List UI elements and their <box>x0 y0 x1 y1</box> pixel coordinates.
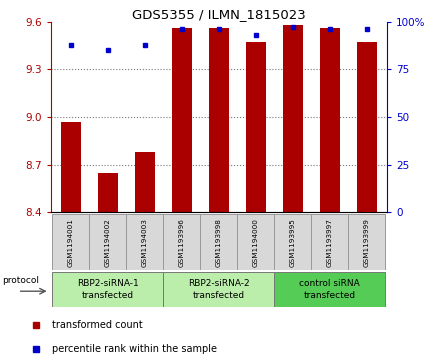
Bar <box>275 272 385 307</box>
Bar <box>348 214 385 270</box>
Text: protocol: protocol <box>3 276 40 285</box>
Bar <box>126 214 163 270</box>
Text: GSM1193997: GSM1193997 <box>327 218 333 267</box>
Text: GSM1193998: GSM1193998 <box>216 218 222 267</box>
Bar <box>209 28 229 212</box>
Bar <box>135 152 155 212</box>
Text: GSM1193995: GSM1193995 <box>290 218 296 267</box>
Bar <box>172 28 192 212</box>
Text: percentile rank within the sample: percentile rank within the sample <box>52 344 217 354</box>
Text: control siRNA
transfected: control siRNA transfected <box>300 280 360 299</box>
Text: RBP2-siRNA-2
transfected: RBP2-siRNA-2 transfected <box>188 280 250 299</box>
Text: GSM1194003: GSM1194003 <box>142 218 148 267</box>
Bar <box>320 28 340 212</box>
Text: GSM1194002: GSM1194002 <box>105 218 111 267</box>
Text: GSM1193996: GSM1193996 <box>179 218 185 267</box>
Bar <box>61 122 81 212</box>
Bar <box>163 272 275 307</box>
Text: RBP2-siRNA-1
transfected: RBP2-siRNA-1 transfected <box>77 280 139 299</box>
Bar <box>200 214 238 270</box>
Bar <box>275 214 312 270</box>
Bar <box>283 25 303 212</box>
Bar <box>52 214 89 270</box>
Title: GDS5355 / ILMN_1815023: GDS5355 / ILMN_1815023 <box>132 8 306 21</box>
Bar <box>238 214 275 270</box>
Bar <box>98 173 118 212</box>
Text: GSM1194000: GSM1194000 <box>253 218 259 267</box>
Text: GSM1193999: GSM1193999 <box>364 218 370 267</box>
Bar <box>312 214 348 270</box>
Bar <box>163 214 200 270</box>
Text: GSM1194001: GSM1194001 <box>68 218 74 267</box>
Bar <box>357 42 377 212</box>
Text: transformed count: transformed count <box>52 321 143 330</box>
Bar <box>89 214 126 270</box>
Bar <box>52 272 163 307</box>
Bar <box>246 42 266 212</box>
